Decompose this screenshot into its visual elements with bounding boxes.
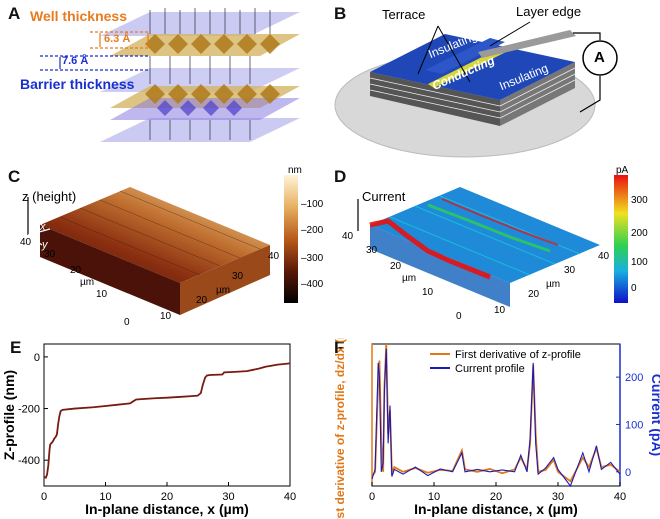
c-left-tick-4: 0 [124, 317, 130, 328]
e-y-axis-title: Z-profile (nm) [1, 370, 17, 460]
f-x-tick-label: 30 [552, 491, 564, 503]
e-x-axis-title: In-plane distance, x (µm) [85, 501, 249, 517]
panel-a: A [0, 0, 330, 160]
cafm-current-map-3d [357, 175, 628, 307]
layered-crystal-structure [40, 8, 300, 142]
d-colorbar-tick-0: 300 [631, 195, 648, 206]
d-right-tick-0: 10 [494, 305, 506, 316]
c-right-tick-1: 20 [196, 295, 208, 306]
layer-edge-label: Layer edge [516, 4, 582, 19]
panel-d: D Current 40 30 20 µm 10 0 10 20 µm 30 4… [330, 165, 660, 335]
c-colorbar-tick-3: –400 [301, 279, 324, 290]
f-y-left-axis-title: First derivative of z-profile, dz/dx (nm… [333, 338, 347, 519]
device-schematic [334, 21, 618, 158]
d-right-unit: µm [546, 279, 561, 290]
c-left-tick-2: 20 [70, 265, 82, 276]
c-colorbar-tick-0: –100 [301, 199, 324, 210]
d-left-tick-2: 20 [390, 261, 402, 272]
f-x-tick-label: 0 [369, 491, 375, 503]
c-right-tick-0: 10 [160, 311, 172, 322]
c-left-unit: µm [80, 277, 95, 288]
c-right-tick-2: 30 [232, 271, 244, 282]
f-x-axis-title: In-plane distance, x (µm) [414, 501, 578, 517]
f-x-tick-label: 10 [428, 491, 440, 503]
d-left-unit: µm [402, 273, 417, 284]
f-y-right-axis-title: Current (pA) [649, 374, 660, 456]
d-left-tick-4: 0 [456, 311, 462, 322]
f-series-line-1 [371, 348, 621, 488]
panel-e-label: E [10, 338, 22, 357]
f-legend-label-0: First derivative of z-profile [455, 349, 581, 361]
e-x-tick-label: 30 [222, 491, 234, 503]
panel-c-label: C [8, 167, 21, 186]
e-x-tick-label: 40 [284, 491, 296, 503]
f-y-right-tick-label: 0 [625, 467, 631, 479]
d-colorbar-unit: pA [616, 165, 629, 176]
well-thickness-value: 6.3 Å [104, 33, 131, 45]
e-x-tick-label: 10 [99, 491, 111, 503]
panel-b: B Terrace Layer edge Insulating Conducti… [330, 0, 660, 160]
d-right-tick-1: 20 [528, 289, 540, 300]
f-x-tick-label: 40 [614, 491, 626, 503]
d-left-tick-1: 30 [366, 245, 378, 256]
d-colorbar-tick-2: 100 [631, 257, 648, 268]
e-y-tick-label: -400 [18, 455, 40, 467]
y-axis-mark: y [42, 239, 48, 251]
f-y-right-tick-label: 200 [625, 372, 643, 384]
d-z-axis-label: Current [362, 189, 406, 204]
derivative-current-chart: 0 10 20 30 40 0 100 200 In-plane distance, x (µm… [333, 338, 660, 519]
z-profile-chart: 0 10 20 30 40 0 -200 -400 In-plane distance, x (… [1, 343, 296, 517]
e-plot-frame [43, 343, 291, 487]
x-axis-mark: x [40, 221, 46, 233]
afm-topography-3d [27, 175, 298, 315]
c-right-unit: µm [216, 285, 231, 296]
panel-d-label: D [334, 167, 347, 186]
c-left-tick-0: 40 [20, 237, 32, 248]
d-colorbar-tick-3: 0 [631, 283, 637, 294]
c-colorbar-tick-1: –200 [301, 225, 324, 236]
z-axis-label: z (height) [22, 189, 77, 204]
well-thickness-label: Well thickness [30, 8, 128, 24]
c-colorbar-unit: nm [288, 165, 302, 176]
ammeter-icon: A [594, 49, 605, 66]
d-left-tick-3: 10 [422, 287, 434, 298]
panel-a-label: A [8, 4, 21, 23]
f-x-tick-label: 20 [490, 491, 502, 503]
d-left-tick-0: 40 [342, 231, 354, 242]
panel-b-label: B [334, 4, 347, 23]
barrier-thickness-label: Barrier thickness [20, 76, 135, 92]
d-right-tick-3: 40 [598, 251, 610, 262]
panel-c: C z (height) x y 40 30 20 µm [0, 165, 330, 335]
d-right-tick-2: 30 [564, 265, 576, 276]
c-right-tick-3: 40 [268, 251, 280, 262]
c-colorbar-tick-2: –300 [301, 253, 324, 264]
c-left-tick-1: 30 [44, 249, 56, 260]
panel-f-label: F [334, 338, 345, 357]
d-colorbar-tick-1: 200 [631, 228, 648, 239]
f-y-right-tick-label: 100 [625, 419, 643, 431]
c-left-tick-3: 10 [96, 289, 108, 300]
panel-e: E 0 10 20 30 40 0 -200 -400 In-plane distance, x… [0, 338, 330, 519]
e-y-tick-label: 0 [34, 352, 40, 364]
f-legend-label-1: Current profile [455, 363, 525, 375]
e-y-tick-label: -200 [18, 404, 40, 416]
e-x-tick-label: 0 [41, 491, 47, 503]
panel-f: F 0 10 20 30 40 0 100 200 In-plane distance, x (… [330, 338, 660, 519]
terrace-label: Terrace [382, 7, 426, 22]
barrier-thickness-value: 7.6 Å [62, 55, 89, 67]
e-series-line [43, 362, 291, 479]
e-x-tick-label: 20 [161, 491, 173, 503]
